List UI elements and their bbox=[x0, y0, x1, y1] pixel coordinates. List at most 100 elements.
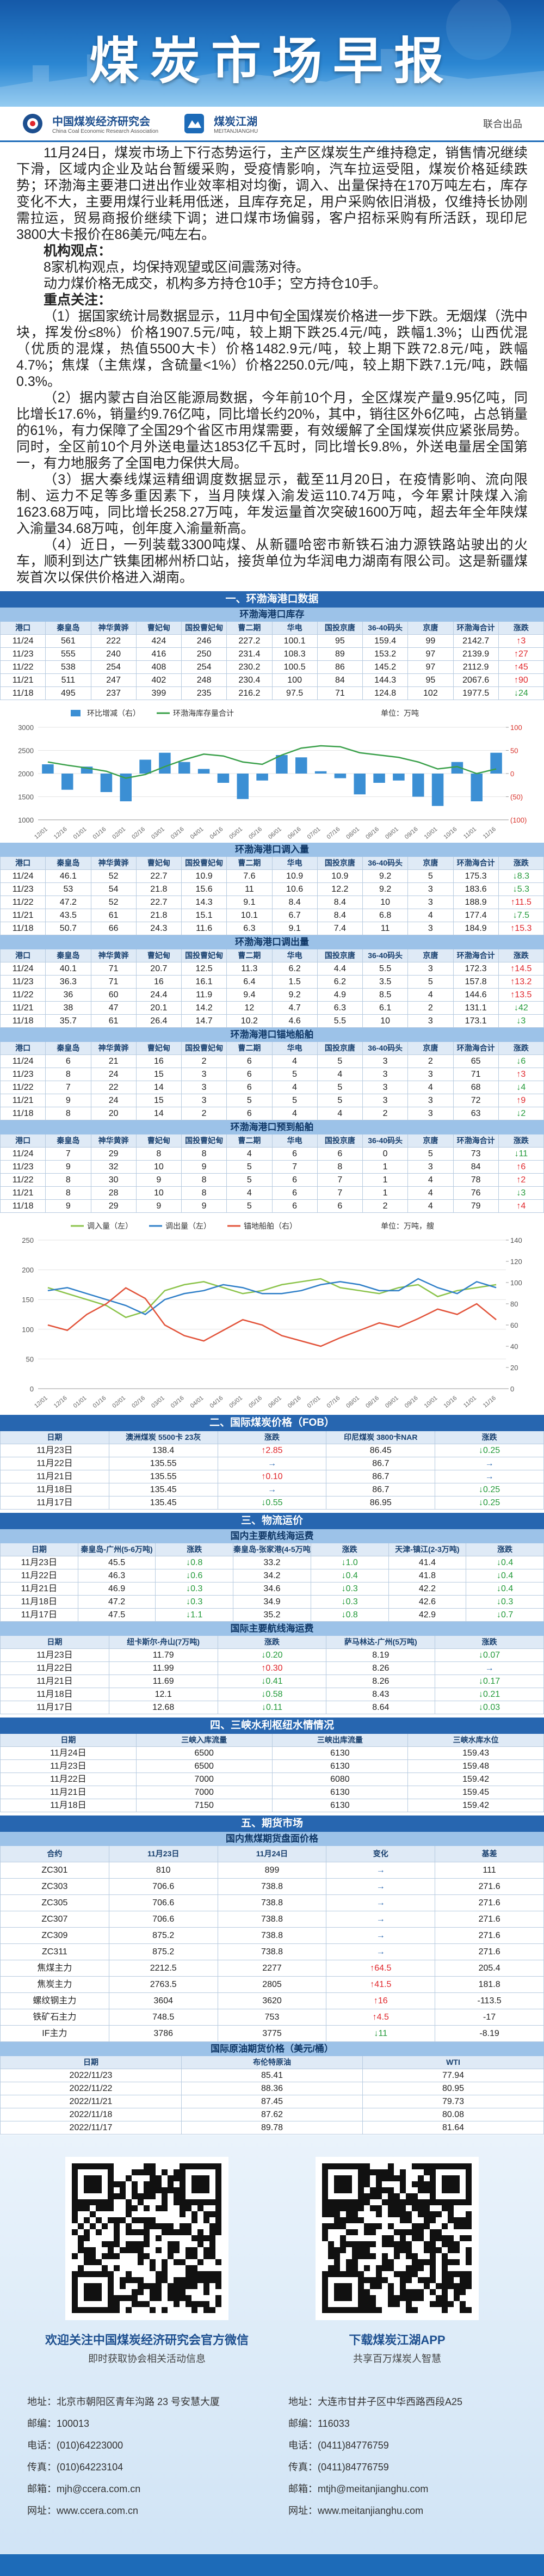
y2-tick-label: 40 bbox=[510, 1342, 518, 1351]
qr-module bbox=[197, 2199, 203, 2205]
cell: ↑13.5 bbox=[498, 989, 544, 1002]
qr-module bbox=[442, 2283, 448, 2289]
cell: ↓0.7 bbox=[466, 1609, 544, 1622]
cell: 706.6 bbox=[109, 1911, 218, 1928]
column-header: 港口 bbox=[1, 857, 46, 870]
qr-module bbox=[209, 2241, 215, 2247]
cell: ↓0.25 bbox=[435, 1483, 544, 1496]
qr-module bbox=[334, 2295, 340, 2301]
cell: 63 bbox=[453, 1107, 499, 1120]
x-tick-label: 11/01 bbox=[462, 826, 478, 840]
cell: 15 bbox=[136, 1094, 182, 1107]
qr-module bbox=[90, 2289, 96, 2295]
qr-module bbox=[334, 2253, 340, 2259]
cell: 5 bbox=[272, 1094, 318, 1107]
qr-module bbox=[132, 2217, 138, 2223]
qr-module bbox=[358, 2247, 364, 2253]
qr-module bbox=[382, 2253, 388, 2259]
cell: 111 bbox=[435, 1862, 544, 1879]
cell: 11.69 bbox=[109, 1675, 218, 1688]
contact-line: 邮箱：mjh@ccera.com.cn bbox=[27, 2483, 141, 2494]
cell: 15 bbox=[136, 1068, 182, 1081]
qr-module bbox=[424, 2169, 430, 2175]
qr-module bbox=[376, 2283, 382, 2289]
column-header: 日期 bbox=[1, 2056, 182, 2069]
cell: 4 bbox=[272, 1107, 318, 1120]
qr-module bbox=[138, 2289, 144, 2295]
qr-code bbox=[316, 2157, 479, 2320]
cell: ↓0.8 bbox=[311, 1609, 389, 1622]
cell: 14.7 bbox=[182, 1015, 227, 1028]
cell: 84 bbox=[317, 674, 363, 687]
qr-module bbox=[126, 2175, 132, 2181]
cell: 230.2 bbox=[227, 661, 273, 674]
qr-module bbox=[191, 2199, 197, 2205]
cell: 3 bbox=[363, 1094, 409, 1107]
qr-module bbox=[174, 2193, 180, 2199]
cell: 11.79 bbox=[109, 1649, 218, 1662]
x-tick-label: 03/01 bbox=[150, 1395, 166, 1409]
qr-module bbox=[430, 2181, 436, 2187]
qr-module bbox=[454, 2247, 460, 2253]
qr-module bbox=[358, 2253, 364, 2259]
qr-module bbox=[168, 2253, 174, 2259]
column-header: 日期 bbox=[1, 1734, 137, 1747]
cell: ↓0.25 bbox=[435, 1496, 544, 1510]
column-header: 港口 bbox=[1, 949, 46, 962]
qr-module bbox=[174, 2247, 180, 2253]
cell: 3 bbox=[408, 1015, 454, 1028]
cell: ↓0.6 bbox=[156, 1569, 234, 1583]
qr-module bbox=[72, 2307, 78, 2313]
column-header: 36-40码头 bbox=[363, 1134, 409, 1148]
cell: ↓8.3 bbox=[498, 870, 544, 883]
qr-module bbox=[90, 2283, 96, 2289]
cell: 205.4 bbox=[435, 1960, 544, 1977]
cell: 22.7 bbox=[136, 896, 182, 909]
qr-module bbox=[358, 2241, 364, 2247]
qr-module bbox=[108, 2163, 114, 2169]
qr-module bbox=[400, 2289, 406, 2295]
qr-module bbox=[436, 2235, 442, 2241]
qr-module bbox=[340, 2289, 346, 2295]
qr-module bbox=[358, 2193, 364, 2199]
qr-module bbox=[364, 2295, 370, 2301]
qr-module bbox=[394, 2301, 400, 2307]
cell: ↓0.4 bbox=[466, 1556, 544, 1569]
bar bbox=[393, 774, 405, 781]
qr-module bbox=[215, 2301, 221, 2307]
cell: 402 bbox=[136, 674, 182, 687]
cell: 11月17日 bbox=[1, 1609, 78, 1622]
cell: 11/23 bbox=[1, 1068, 46, 1081]
qr-module bbox=[132, 2169, 138, 2175]
column-header: 涨跌 bbox=[498, 949, 544, 962]
cell: 97 bbox=[408, 661, 454, 674]
qr-module bbox=[358, 2169, 364, 2175]
qr-module bbox=[120, 2217, 126, 2223]
column-header: 曹二期 bbox=[227, 622, 273, 635]
x-tick-label: 07/01 bbox=[306, 826, 322, 841]
cell: 10.1 bbox=[227, 909, 273, 922]
cell: 6 bbox=[272, 1187, 318, 1200]
qr-module bbox=[168, 2223, 174, 2229]
cell: 5 bbox=[317, 1081, 363, 1094]
qr-module bbox=[215, 2169, 221, 2175]
legend-label: 锚地船舶（右） bbox=[244, 1222, 297, 1230]
cell: 271.6 bbox=[435, 1944, 544, 1960]
cell: 511 bbox=[46, 674, 91, 687]
qr-module bbox=[144, 2193, 150, 2199]
qr-module bbox=[430, 2301, 436, 2307]
qr-module bbox=[382, 2259, 388, 2265]
qr-module bbox=[96, 2283, 102, 2289]
cell: 11.6 bbox=[182, 922, 227, 935]
cell: 4 bbox=[272, 1055, 318, 1068]
y-tick-label: 1500 bbox=[18, 793, 34, 801]
qr-module bbox=[203, 2235, 209, 2241]
qr-module bbox=[346, 2175, 352, 2181]
y2-tick-label: (50) bbox=[510, 793, 523, 801]
qr-module bbox=[209, 2271, 215, 2277]
cell: 9 bbox=[136, 1174, 182, 1187]
qr-module bbox=[412, 2259, 418, 2265]
table-caption: 环渤海港口库存 bbox=[0, 608, 544, 622]
cell: 26.4 bbox=[136, 1015, 182, 1028]
cell: 88.36 bbox=[182, 2082, 363, 2095]
